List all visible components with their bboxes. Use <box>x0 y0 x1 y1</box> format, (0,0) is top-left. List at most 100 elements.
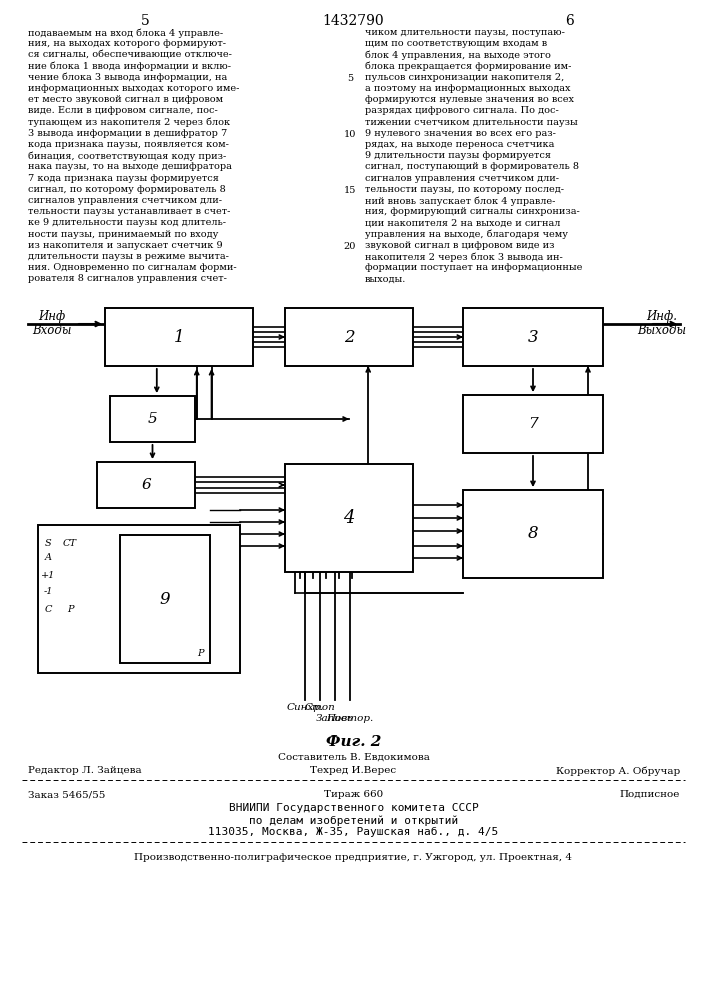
Text: A: A <box>45 554 52 562</box>
Text: сигнал, поступающий в формирователь 8: сигнал, поступающий в формирователь 8 <box>365 162 579 171</box>
Text: длительности паузы в режиме вычита-: длительности паузы в режиме вычита- <box>28 252 229 261</box>
Text: CT: CT <box>63 538 77 548</box>
Text: Синхр.: Синхр. <box>286 703 324 712</box>
Text: Повтор.: Повтор. <box>327 714 373 723</box>
Text: 5: 5 <box>148 412 158 426</box>
Text: ния, на выходах которого формируют-: ния, на выходах которого формируют- <box>28 39 226 48</box>
Text: Производственно-полиграфическое предприятие, г. Ужгород, ул. Проектная, 4: Производственно-полиграфическое предприя… <box>134 853 573 862</box>
Text: нака паузы, то на выходе дешифратора: нака паузы, то на выходе дешифратора <box>28 162 232 171</box>
Bar <box>285 308 413 366</box>
Text: P: P <box>197 648 203 658</box>
Text: звуковой сигнал в цифровом виде из: звуковой сигнал в цифровом виде из <box>365 241 554 250</box>
Bar <box>285 464 413 572</box>
Text: ния, формирующий сигналы синхрониза-: ния, формирующий сигналы синхрониза- <box>365 207 580 216</box>
Text: 6: 6 <box>566 14 574 28</box>
Text: Входы: Входы <box>33 324 71 337</box>
Text: -1: -1 <box>43 587 53 596</box>
Text: S: S <box>45 538 52 548</box>
Text: рователя 8 сигналов управления счет-: рователя 8 сигналов управления счет- <box>28 274 227 283</box>
Text: Корректор А. Обручар: Корректор А. Обручар <box>556 766 680 776</box>
Text: 4: 4 <box>344 509 355 527</box>
Text: Инф: Инф <box>38 310 66 323</box>
Text: Запись: Запись <box>316 714 354 723</box>
Text: 20: 20 <box>344 242 356 251</box>
Text: 15: 15 <box>344 186 356 195</box>
Text: накопителя 2 через блок 3 вывода ин-: накопителя 2 через блок 3 вывода ин- <box>365 252 563 261</box>
Text: ВНИИПИ Государственного комитета СССР: ВНИИПИ Государственного комитета СССР <box>228 803 479 813</box>
Text: блока прекращается формирование им-: блока прекращается формирование им- <box>365 62 571 71</box>
Text: 9: 9 <box>160 590 170 607</box>
Text: управления на выходе, благодаря чему: управления на выходе, благодаря чему <box>365 230 568 239</box>
Text: 3 вывода информации в дешифратор 7: 3 вывода информации в дешифратор 7 <box>28 129 227 138</box>
Bar <box>463 308 603 366</box>
Text: Тираж 660: Тираж 660 <box>324 790 383 799</box>
Text: Стоп: Стоп <box>305 703 335 712</box>
Text: 6: 6 <box>141 478 151 492</box>
Text: формируются нулевые значения во всех: формируются нулевые значения во всех <box>365 95 574 104</box>
Text: Выходы: Выходы <box>638 324 686 337</box>
Text: 7: 7 <box>528 417 538 431</box>
Text: сигналов управления счетчиком дли-: сигналов управления счетчиком дли- <box>28 196 222 205</box>
Text: 2: 2 <box>344 328 354 346</box>
Text: 10: 10 <box>344 130 356 139</box>
Bar <box>38 525 240 673</box>
Text: ции накопителя 2 на выходе и сигнал: ции накопителя 2 на выходе и сигнал <box>365 218 561 227</box>
Text: пульсов синхронизации накопителя 2,: пульсов синхронизации накопителя 2, <box>365 73 564 82</box>
Text: Техред И.Верес: Техред И.Верес <box>310 766 397 775</box>
Text: 9 длительности паузы формируется: 9 длительности паузы формируется <box>365 151 551 160</box>
Text: ет место звуковой сигнал в цифровом: ет место звуковой сигнал в цифровом <box>28 95 223 104</box>
Text: щим по соответствующим входам в: щим по соответствующим входам в <box>365 39 547 48</box>
Text: тижении счетчиком длительности паузы: тижении счетчиком длительности паузы <box>365 118 578 127</box>
Bar <box>120 535 210 663</box>
Text: Инф.: Инф. <box>646 310 677 323</box>
Text: блок 4 управления, на выходе этого: блок 4 управления, на выходе этого <box>365 50 551 60</box>
Text: чение блока 3 вывода информации, на: чение блока 3 вывода информации, на <box>28 73 227 82</box>
Text: тельности паузы, по которому послед-: тельности паузы, по которому послед- <box>365 185 564 194</box>
Text: 8: 8 <box>527 526 538 542</box>
Bar <box>105 308 253 366</box>
Text: формации поступает на информационные: формации поступает на информационные <box>365 263 583 272</box>
Text: Заказ 5465/55: Заказ 5465/55 <box>28 790 105 799</box>
Bar <box>463 395 603 453</box>
Text: по делам изобретений и открытий: по делам изобретений и открытий <box>249 815 458 826</box>
Text: Составитель В. Евдокимова: Составитель В. Евдокимова <box>278 753 429 762</box>
Text: из накопителя и запускает счетчик 9: из накопителя и запускает счетчик 9 <box>28 241 223 250</box>
Text: C: C <box>45 605 52 614</box>
Text: сигналов управления счетчиком дли-: сигналов управления счетчиком дли- <box>365 174 559 183</box>
Text: разрядах цифрового сигнала. По дос-: разрядах цифрового сигнала. По дос- <box>365 106 559 115</box>
Text: подаваемым на вход блока 4 управле-: подаваемым на вход блока 4 управле- <box>28 28 223 37</box>
Text: ний вновь запускает блок 4 управле-: ний вновь запускает блок 4 управле- <box>365 196 556 206</box>
Text: 1: 1 <box>174 328 185 346</box>
Text: информационных выходах которого име-: информационных выходах которого име- <box>28 84 240 93</box>
Bar <box>463 490 603 578</box>
Text: тельности паузы устанавливает в счет-: тельности паузы устанавливает в счет- <box>28 207 230 216</box>
Text: а поэтому на информационных выходах: а поэтому на информационных выходах <box>365 84 571 93</box>
Text: Подписное: Подписное <box>619 790 680 799</box>
Bar <box>97 462 195 508</box>
Text: 1432790: 1432790 <box>322 14 385 28</box>
Text: бинация, соответствующая коду приз-: бинация, соответствующая коду приз- <box>28 151 226 161</box>
Text: P: P <box>66 605 74 614</box>
Text: кода признака паузы, появляется ком-: кода признака паузы, появляется ком- <box>28 140 229 149</box>
Text: +1: +1 <box>41 570 55 580</box>
Text: 7 кода признака паузы формируется: 7 кода признака паузы формируется <box>28 174 219 183</box>
Text: выходы.: выходы. <box>365 274 407 283</box>
Text: 3: 3 <box>527 328 538 346</box>
Text: 9 нулевого значения во всех его раз-: 9 нулевого значения во всех его раз- <box>365 129 556 138</box>
Text: чиком длительности паузы, поступаю-: чиком длительности паузы, поступаю- <box>365 28 565 37</box>
Text: ния. Одновременно по сигналам форми-: ния. Одновременно по сигналам форми- <box>28 263 237 272</box>
Text: сигнал, по которому формирователь 8: сигнал, по которому формирователь 8 <box>28 185 226 194</box>
Text: рядах, на выходе переноса счетчика: рядах, на выходе переноса счетчика <box>365 140 554 149</box>
Text: ся сигналы, обеспечивающие отключе-: ся сигналы, обеспечивающие отключе- <box>28 50 232 59</box>
Text: виде. Если в цифровом сигнале, пос-: виде. Если в цифровом сигнале, пос- <box>28 106 218 115</box>
Text: ние блока 1 ввода информации и вклю-: ние блока 1 ввода информации и вклю- <box>28 62 231 71</box>
Text: ности паузы, принимаемый по входу: ности паузы, принимаемый по входу <box>28 230 218 239</box>
Text: 5: 5 <box>141 14 149 28</box>
Bar <box>110 396 195 442</box>
Text: 113035, Москва, Ж-35, Раушская наб., д. 4/5: 113035, Москва, Ж-35, Раушская наб., д. … <box>209 827 498 837</box>
Text: 5: 5 <box>347 74 353 83</box>
Text: Редактор Л. Зайцева: Редактор Л. Зайцева <box>28 766 141 775</box>
Text: Фиг. 2: Фиг. 2 <box>326 735 381 749</box>
Text: тупающем из накопителя 2 через блок: тупающем из накопителя 2 через блок <box>28 118 230 127</box>
Text: ке 9 длительности паузы код длитель-: ке 9 длительности паузы код длитель- <box>28 218 226 227</box>
